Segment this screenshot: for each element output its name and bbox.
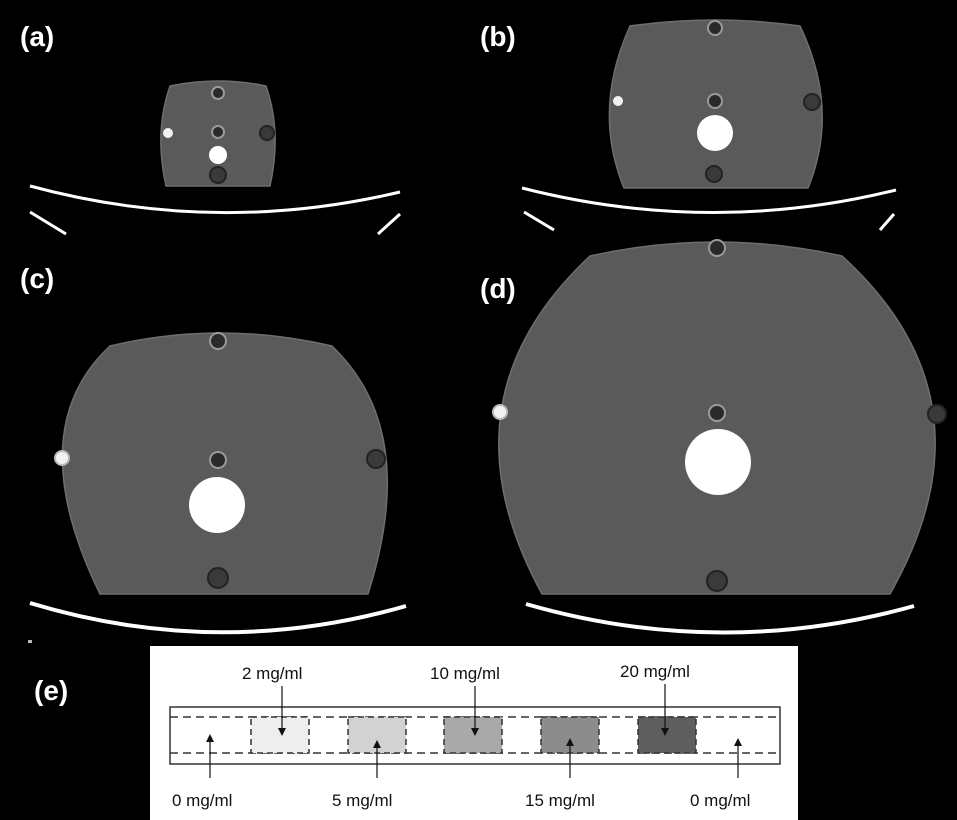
table-b-top — [521, 186, 897, 214]
insert-c-bright — [189, 477, 245, 533]
panel-b: (b) — [480, 19, 897, 232]
rod-b-bottom — [705, 165, 723, 183]
rod-a-center — [211, 125, 225, 139]
arrow-10 — [471, 686, 479, 736]
insert-d-bright — [685, 429, 751, 495]
speck — [28, 640, 32, 643]
rod-d-left — [492, 404, 508, 420]
arrow-5 — [373, 740, 381, 778]
rod-c-center — [209, 451, 227, 469]
rod-b-left — [613, 96, 623, 106]
rod-d-right — [927, 404, 947, 424]
insert-a-bright — [209, 146, 227, 164]
rod-c-left — [54, 450, 70, 466]
rod-b-top — [707, 20, 723, 36]
label-20-mg: 20 mg/ml — [620, 662, 690, 681]
label-2-mg: 2 mg/ml — [242, 664, 302, 683]
rod-d-top — [708, 239, 726, 257]
panel-e: (e) — [34, 646, 798, 820]
rod-b-right — [803, 93, 821, 111]
arrow-20 — [661, 684, 669, 736]
panel-label-d: (d) — [480, 273, 516, 304]
table-a-top — [29, 184, 401, 215]
table-b-left — [523, 210, 555, 232]
label-0-mg-left: 0 mg/ml — [172, 791, 232, 810]
insert-block-10 — [443, 716, 503, 754]
rod-c-bottom — [207, 567, 229, 589]
insert-b-bright — [697, 115, 733, 151]
rod-b-center — [707, 93, 723, 109]
label-10-mg: 10 mg/ml — [430, 664, 500, 683]
label-5-mg: 5 mg/ml — [332, 791, 392, 810]
rod-a-left — [163, 128, 173, 138]
panel-label-a: (a) — [20, 21, 54, 52]
insert-block-2 — [250, 716, 310, 754]
panel-label-e: (e) — [34, 675, 68, 706]
rod-a-top — [211, 86, 225, 100]
label-15-mg: 15 mg/ml — [525, 791, 595, 810]
table-c-top — [29, 601, 407, 635]
rod-c-right — [366, 449, 386, 469]
arrow-0-left — [206, 734, 214, 778]
rod-a-bottom — [209, 166, 227, 184]
arrow-2 — [278, 686, 286, 736]
table-a-left — [29, 210, 67, 236]
rod-d-bottom — [706, 570, 728, 592]
panel-c: (c) — [20, 263, 407, 635]
label-0-mg-right: 0 mg/ml — [690, 791, 750, 810]
table-d-top — [525, 602, 915, 635]
arrow-0-right — [734, 738, 742, 778]
arrow-15 — [566, 738, 574, 778]
rod-d-center — [708, 404, 726, 422]
table-a-right — [376, 212, 402, 236]
panel-a: (a) — [20, 21, 402, 236]
panel-label-c: (c) — [20, 263, 54, 294]
rod-a-right — [259, 125, 275, 141]
table-b-right — [878, 213, 896, 231]
insert-block-20 — [637, 716, 697, 754]
rod-c-top — [209, 332, 227, 350]
panel-d: (d) — [480, 239, 947, 635]
panel-label-b: (b) — [480, 21, 516, 52]
